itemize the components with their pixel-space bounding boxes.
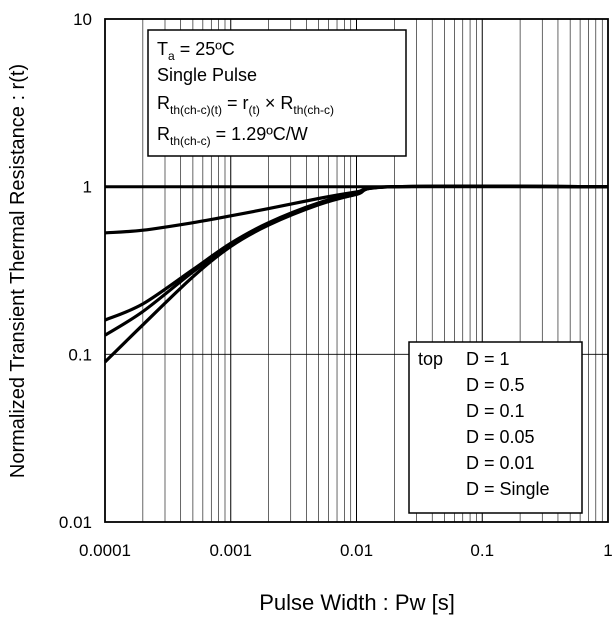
- legend-entry-single: D = Single: [466, 479, 550, 499]
- y-axis-ticks: 0.01 0.1 1 10: [59, 10, 92, 532]
- legend-entry-d001: D = 0.01: [466, 453, 535, 473]
- rth-formula-line: Rth(ch-c)(t) = r(t) × Rth(ch-c): [157, 93, 334, 117]
- single-pulse-line: Single Pulse: [157, 65, 257, 85]
- x-tick-label: 0.1: [470, 541, 494, 560]
- legend-entry-d1: D = 1: [466, 349, 510, 369]
- y-tick-label: 0.1: [68, 345, 92, 364]
- data-curves: [103, 184, 609, 364]
- x-tick-label: 1: [603, 541, 612, 560]
- legend-prefix: top: [418, 349, 443, 369]
- y-tick-label: 0.01: [59, 513, 92, 532]
- conditions-frame: [147, 29, 407, 157]
- x-tick-label: 0.01: [340, 541, 373, 560]
- legend-entry-d05: D = 0.5: [466, 375, 525, 395]
- x-tick-label: 0.0001: [79, 541, 131, 560]
- y-axis-label: Normalized Transient Thermal Resistance …: [7, 64, 29, 478]
- ambient-temperature-line: Ta = 25ºC: [157, 39, 235, 63]
- plot-frame: [104, 18, 609, 523]
- legend-entry-d005: D = 0.05: [466, 427, 535, 447]
- rth-value-line: Rth(ch-c) = 1.29ºC/W: [157, 124, 308, 148]
- legend-box: top D = 1 D = 0.5 D = 0.1 D = 0.05 D = 0…: [408, 341, 583, 514]
- x-axis-ticks: 0.0001 0.001 0.01 0.1 1: [79, 541, 613, 560]
- y-tick-label: 10: [73, 10, 92, 29]
- x-axis-label: Pulse Width : Pw [s]: [259, 590, 455, 615]
- legend-frame: [408, 341, 583, 514]
- x-tick-label: 0.001: [209, 541, 252, 560]
- y-tick-label: 1: [83, 178, 92, 197]
- conditions-box: Ta = 25ºC Single Pulse Rth(ch-c)(t) = r(…: [147, 29, 407, 157]
- legend-entry-d01: D = 0.1: [466, 401, 525, 421]
- series-line-4: [103, 184, 609, 364]
